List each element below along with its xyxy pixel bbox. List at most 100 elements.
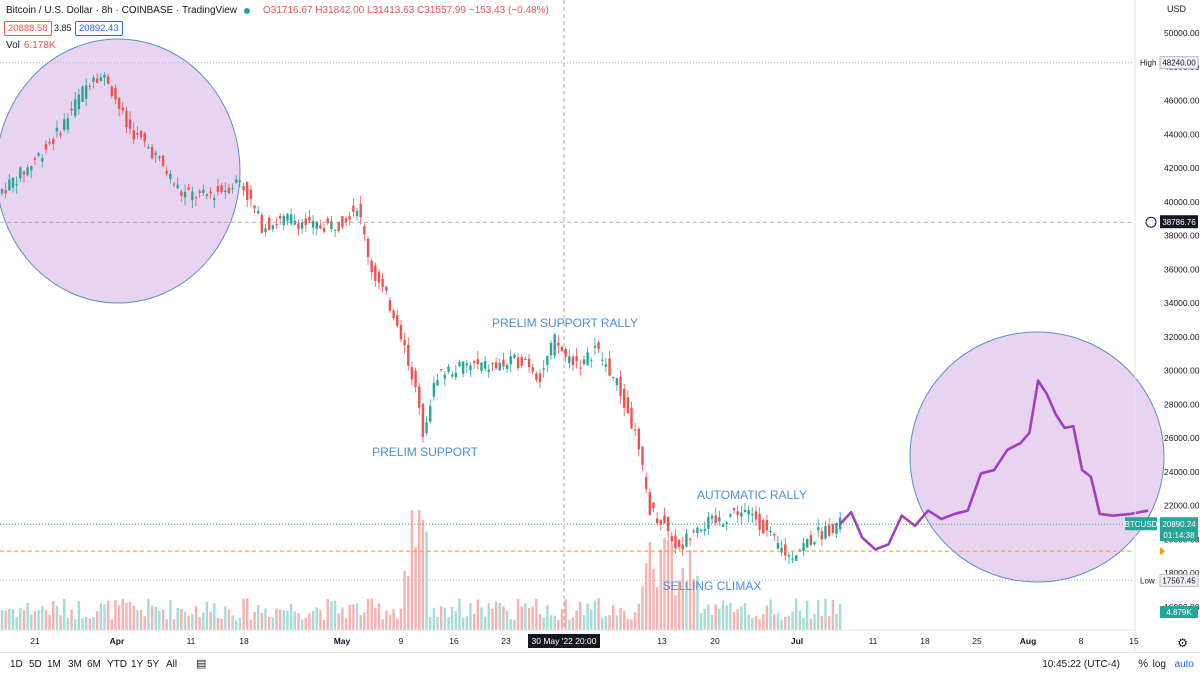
volume-bar — [612, 604, 615, 630]
date-range-icon[interactable]: ▤ — [196, 658, 207, 670]
candle-body — [22, 171, 26, 175]
candle-body — [92, 77, 95, 82]
volume-bar — [81, 618, 84, 630]
volume-bar — [769, 599, 772, 630]
candle-body — [15, 184, 18, 186]
candle-body — [191, 191, 194, 200]
volume-bar — [505, 610, 509, 630]
symbol-title: Bitcoin / U.S. Dollar · 8h · COINBASE · … — [6, 5, 238, 16]
candle-body — [194, 197, 198, 199]
candle-body — [648, 492, 652, 516]
volume-bar — [289, 603, 293, 630]
volume-bar — [311, 610, 315, 630]
price-tick-label: 44000.00 — [1164, 129, 1200, 139]
candle-body — [659, 519, 662, 525]
volume-bar — [315, 607, 318, 630]
timeframe-5d[interactable]: 5D — [29, 659, 42, 670]
candle-body — [315, 222, 318, 229]
volume-bar — [721, 600, 725, 630]
volume-bar — [396, 618, 399, 630]
candle-body — [220, 185, 223, 193]
timeframe-ytd[interactable]: YTD — [107, 659, 127, 670]
volume-bar — [355, 603, 359, 630]
candle-body — [806, 539, 809, 548]
candle-body — [440, 369, 443, 371]
candle-body — [795, 555, 798, 561]
time-tick-label: 18 — [239, 636, 249, 646]
candle-body — [125, 110, 128, 128]
volume-bar — [282, 610, 286, 630]
candle-body — [498, 362, 501, 371]
volume-bar — [623, 610, 626, 630]
candle-body — [809, 535, 813, 545]
low-price-label: 17567.45 — [1162, 576, 1196, 585]
candle-body — [758, 514, 761, 530]
time-tick-label: Jul — [791, 636, 803, 646]
candle-body — [740, 512, 743, 517]
volume-bar — [509, 619, 512, 630]
timeframe-3m[interactable]: 3M — [68, 659, 82, 670]
volume-bar — [666, 539, 670, 630]
candle-body — [0, 189, 4, 194]
candle-body — [11, 178, 15, 188]
candle-body — [784, 544, 787, 556]
candle-body — [304, 218, 307, 226]
percent-toggle[interactable]: % — [1138, 658, 1148, 670]
volume-now-box — [1160, 606, 1198, 618]
candle-body — [121, 107, 124, 111]
volume-bar — [773, 614, 776, 630]
gear-icon[interactable]: ⚙ — [1177, 636, 1188, 650]
volume-bar — [37, 610, 40, 630]
volume-bar — [169, 600, 172, 630]
candle-body — [169, 173, 172, 179]
volume-bar — [44, 610, 48, 630]
candle-body — [623, 388, 626, 409]
timeframe-5y[interactable]: 5Y — [147, 659, 160, 670]
buy-price-button[interactable]: 20892.43 — [75, 21, 123, 36]
time-tick-label: 8 — [1079, 636, 1084, 646]
timeframe-6m[interactable]: 6M — [87, 659, 101, 670]
volume-bar — [421, 519, 425, 630]
currency-selector[interactable]: USD — [1166, 4, 1186, 14]
annotation-label: AUTOMATIC RALLY — [697, 488, 807, 502]
candle-body — [450, 374, 454, 377]
auto-toggle[interactable]: auto — [1174, 659, 1194, 670]
candle-body — [370, 260, 373, 273]
candle-body — [183, 191, 187, 198]
volume-bar — [831, 599, 835, 630]
volume-bar — [520, 606, 523, 630]
timeframe-1d[interactable]: 1D — [10, 659, 23, 670]
volume-bar — [659, 549, 662, 630]
timeframe-all[interactable]: All — [166, 659, 178, 670]
candle-body — [289, 214, 293, 224]
timeframe-1y[interactable]: 1Y — [131, 659, 144, 670]
candle-body — [132, 130, 135, 140]
log-toggle[interactable]: log — [1152, 659, 1166, 670]
candle-body — [187, 187, 190, 190]
time-tick-label: Apr — [110, 636, 125, 646]
market-status-icon — [244, 7, 251, 14]
volume-bar — [322, 619, 326, 630]
volume-bar — [633, 612, 637, 630]
candle-body — [710, 515, 714, 519]
sell-price-button[interactable]: 20888.58 — [4, 21, 52, 36]
price-tick-label: 36000.00 — [1164, 264, 1200, 274]
price-tick-label: 50000.00 — [1164, 28, 1200, 38]
high-price-label: 48240.00 — [1162, 59, 1196, 68]
volume-bar — [791, 611, 794, 630]
volume-bar — [754, 616, 758, 630]
candle-body — [48, 141, 51, 144]
volume-bar — [575, 610, 578, 630]
candle-body — [732, 507, 736, 511]
timeframe-1m[interactable]: 1M — [47, 659, 61, 670]
candle-body — [604, 364, 608, 367]
volume-bar — [158, 610, 161, 630]
candle-body — [677, 540, 681, 547]
volume-bar — [370, 598, 373, 630]
volume-bar — [813, 613, 816, 630]
volume-bar — [440, 606, 443, 630]
volume-bar — [630, 619, 633, 630]
candle-body — [483, 360, 487, 369]
candle-body — [242, 186, 245, 191]
